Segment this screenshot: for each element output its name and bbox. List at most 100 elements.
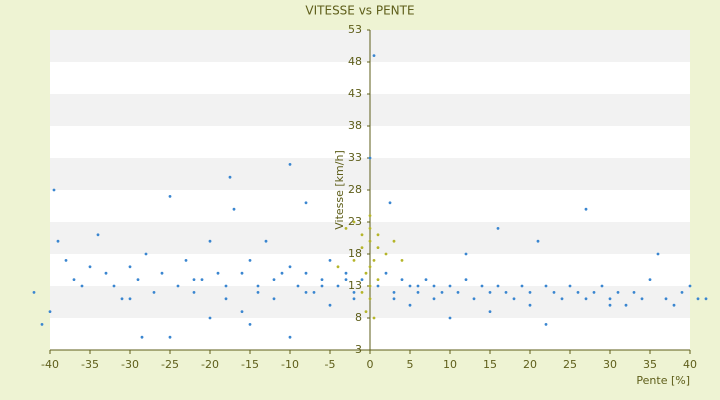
point [224, 284, 228, 288]
y-tick-label: 33 [348, 151, 362, 164]
point [328, 259, 332, 262]
point [672, 303, 676, 307]
point [336, 265, 340, 269]
x-axis-label: Pente [%] [636, 374, 690, 387]
x-tick-label: -15 [241, 358, 259, 371]
point [352, 220, 356, 224]
x-tick-label: 10 [443, 358, 457, 371]
point [368, 214, 372, 218]
point [376, 233, 380, 237]
point [544, 284, 548, 288]
point [656, 252, 660, 256]
point [352, 297, 356, 301]
point [96, 233, 100, 237]
point [256, 284, 260, 288]
point [256, 291, 260, 294]
point [456, 291, 460, 294]
point [208, 316, 212, 320]
point [400, 259, 404, 262]
point [32, 291, 36, 294]
y-axis-label: Vitesse [km/h] [333, 150, 346, 230]
point [372, 259, 376, 262]
x-tick-label: 15 [483, 358, 497, 371]
y-tick-label: 43 [348, 87, 362, 100]
point [88, 265, 92, 269]
x-tick-label: -20 [201, 358, 219, 371]
point [364, 310, 368, 313]
point [160, 271, 164, 275]
point [104, 271, 108, 275]
point [56, 239, 60, 243]
point [48, 310, 52, 313]
point [136, 278, 140, 281]
point [352, 291, 356, 294]
point [52, 188, 56, 192]
point [368, 265, 372, 269]
point [388, 201, 392, 205]
point [408, 284, 412, 288]
point [296, 284, 300, 288]
point [344, 278, 348, 281]
point [528, 303, 532, 307]
point [328, 303, 332, 307]
point [680, 291, 684, 294]
point [376, 284, 380, 288]
point [232, 207, 236, 211]
point [688, 284, 692, 288]
point [140, 335, 144, 339]
point [464, 252, 468, 256]
x-tick-label: -10 [281, 358, 299, 371]
point [488, 310, 492, 313]
point [448, 284, 452, 288]
point [376, 246, 380, 250]
point [312, 291, 316, 294]
x-tick-label: 35 [643, 358, 657, 371]
point [72, 278, 76, 281]
point [488, 291, 492, 294]
point [576, 291, 580, 294]
point [128, 265, 132, 269]
point [364, 271, 368, 275]
point [616, 291, 620, 294]
point [40, 323, 44, 326]
point [408, 303, 412, 307]
point [120, 297, 124, 301]
point [432, 284, 436, 288]
point [632, 291, 636, 294]
point [184, 259, 188, 262]
point [584, 207, 588, 211]
point [496, 227, 500, 230]
point [368, 284, 372, 288]
point [248, 323, 252, 326]
point [240, 271, 244, 275]
point [472, 297, 476, 301]
point [600, 284, 604, 288]
point [376, 278, 380, 281]
y-tick-label: 3 [355, 343, 362, 356]
point [592, 291, 596, 294]
point [176, 284, 180, 288]
point [392, 291, 396, 294]
point [192, 278, 196, 281]
point [288, 335, 292, 339]
point [64, 259, 68, 262]
x-tick-label: -40 [41, 358, 59, 371]
point [192, 291, 196, 294]
point [248, 259, 252, 262]
x-tick-label: -25 [161, 358, 179, 371]
y-tick-label: 13 [348, 279, 362, 292]
point [416, 284, 420, 288]
point [384, 271, 388, 275]
x-tick-label: 40 [683, 358, 697, 371]
point [280, 271, 284, 275]
point [344, 227, 348, 230]
x-tick-label: -5 [325, 358, 336, 371]
point [360, 291, 364, 294]
point [304, 291, 308, 294]
point [228, 175, 232, 179]
point [504, 291, 508, 294]
point [416, 291, 420, 294]
point [392, 239, 396, 243]
point [288, 163, 292, 166]
